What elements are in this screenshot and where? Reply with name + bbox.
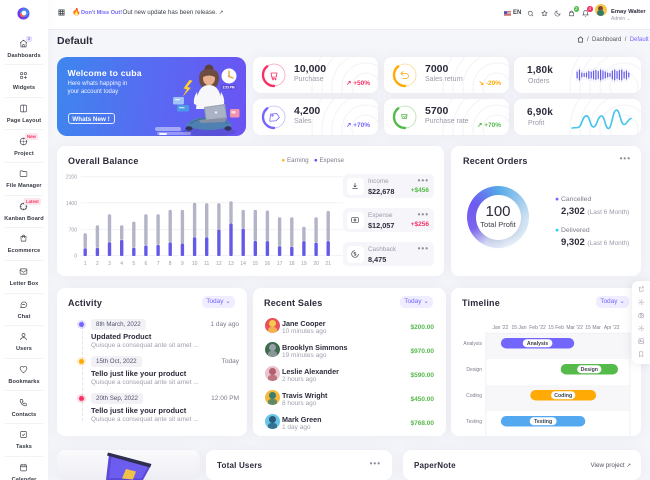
svg-text:2: 2: [96, 261, 99, 267]
svg-text:7: 7: [157, 261, 160, 267]
svg-text:15 Feb: 15 Feb: [548, 325, 564, 331]
svg-text:3: 3: [108, 261, 111, 267]
svg-text:16: 16: [265, 261, 271, 267]
svg-text:21: 21: [325, 261, 331, 267]
svg-text:4: 4: [120, 261, 123, 267]
svg-text:0: 0: [74, 254, 77, 260]
svg-text:Design: Design: [466, 367, 482, 373]
svg-text:17: 17: [277, 261, 283, 267]
svg-text:Coding: Coding: [466, 393, 482, 399]
svg-text:Testing: Testing: [534, 419, 552, 425]
svg-text:6: 6: [145, 261, 148, 267]
svg-text:Apr '22: Apr '22: [604, 325, 620, 331]
svg-text:15 Jan: 15 Jan: [511, 325, 526, 331]
svg-text:700: 700: [69, 228, 78, 234]
svg-text:15 Mar: 15 Mar: [585, 325, 601, 331]
svg-text:Analysis: Analysis: [527, 341, 548, 347]
svg-text:20: 20: [313, 261, 319, 267]
svg-text:1: 1: [84, 261, 87, 267]
svg-text:Jan '22: Jan '22: [492, 325, 508, 331]
svg-text:Coding: Coding: [554, 393, 572, 399]
svg-text:Feb '22: Feb '22: [529, 325, 546, 331]
svg-text:Mar '22: Mar '22: [566, 325, 583, 331]
svg-text:10: 10: [192, 261, 198, 267]
svg-text:11: 11: [204, 261, 209, 267]
svg-text:15: 15: [253, 261, 259, 267]
svg-text:13: 13: [228, 261, 234, 267]
svg-text:5: 5: [132, 261, 135, 267]
svg-text:1400: 1400: [66, 201, 77, 207]
svg-text:Testing: Testing: [466, 419, 482, 425]
svg-text:14: 14: [240, 261, 246, 267]
svg-text:3:53 PM: 3:53 PM: [222, 86, 234, 90]
svg-text:9: 9: [181, 261, 184, 267]
svg-text:18: 18: [289, 261, 295, 267]
svg-text:Design: Design: [581, 367, 598, 373]
svg-text:8: 8: [169, 261, 172, 267]
svg-text:Analysis: Analysis: [463, 341, 482, 347]
svg-text:19: 19: [301, 261, 307, 267]
svg-text:2100: 2100: [66, 175, 77, 181]
svg-text:12: 12: [216, 261, 222, 267]
